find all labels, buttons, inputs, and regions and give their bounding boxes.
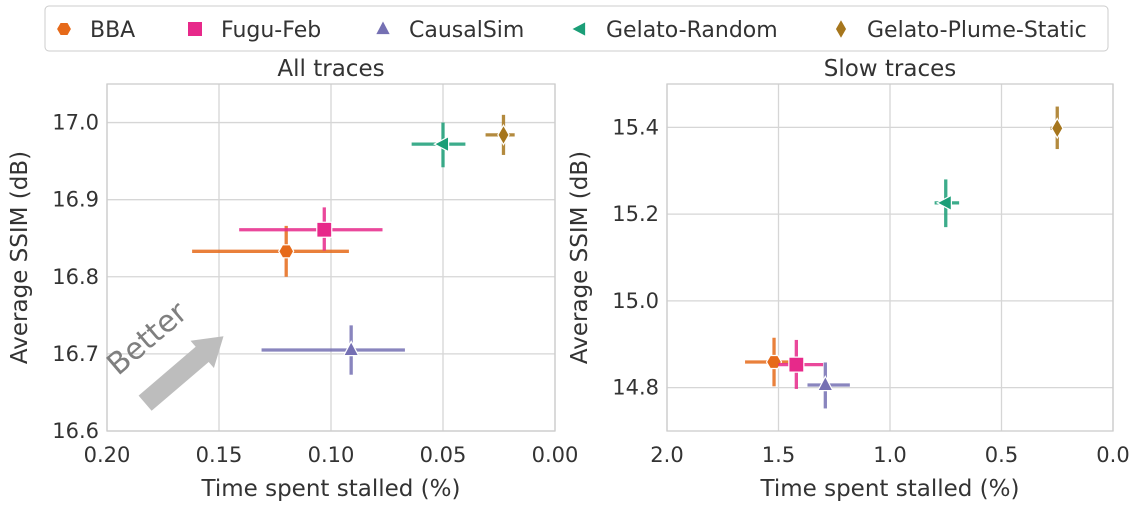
x-tick-label: 0.15: [196, 443, 243, 467]
y-tick-label: 17.0: [52, 111, 99, 135]
data-point-gelato-random: [935, 194, 952, 212]
x-tick-label: 1.5: [762, 443, 795, 467]
y-tick-label: 16.8: [52, 265, 99, 289]
legend-label: Gelato-Random: [606, 18, 778, 43]
x-tick-label: 1.0: [873, 443, 906, 467]
legend-item-causalsim: CausalSim: [374, 18, 524, 43]
data-point-bba: [278, 244, 295, 259]
series-bba: [192, 225, 349, 277]
data-point-bba: [765, 354, 783, 370]
series-gelato-plume-static: [485, 114, 515, 155]
legend-item-fugu-feb: Fugu-Feb: [187, 18, 321, 43]
y-tick-label: 15.0: [612, 289, 659, 313]
y-tick-label: 14.8: [612, 376, 659, 400]
legend: BBA Fugu-Feb CausalSim Gelato-Random Gelato-…: [44, 5, 1109, 52]
legend-label: Gelato-Plume-Static: [867, 18, 1087, 43]
panel-slow-traces: 2.0 1.5 1.0 0.5 0.0 14.8 15.0 15.2 15.4 Slow trac…: [567, 56, 1130, 502]
legend-item-bba: BBA: [55, 18, 135, 43]
legend-label: Fugu-Feb: [221, 18, 321, 43]
series-fugu-feb: [778, 339, 824, 389]
y-tick-label: 15.2: [612, 202, 659, 226]
legend-item-gelato-plume-static: Gelato-Plume-Static: [834, 18, 1087, 43]
series-bba: [745, 337, 790, 387]
y-axis-label: Average SSIM (dB): [567, 151, 593, 364]
legend-marker-fugu-feb: [187, 21, 203, 37]
data-point-gelato-random: [433, 135, 450, 153]
x-tick-label: 0.5: [985, 443, 1018, 467]
series-gelato-plume-static: [1050, 106, 1064, 150]
legend-marker-gelato-plume-static: [834, 18, 848, 40]
legend-marker-causalsim: [374, 19, 392, 36]
plot-frame: [666, 83, 1114, 432]
legend-marker-gelato-random: [570, 20, 587, 38]
y-tick-label: 15.4: [612, 115, 659, 139]
x-axis-label: Time spent stalled (%): [201, 476, 461, 502]
y-axis-label: Average SSIM (dB): [7, 151, 33, 364]
data-point-fugu-feb: [316, 221, 333, 238]
data-point-gelato-plume-static: [1050, 117, 1064, 140]
plot-frame: [106, 83, 556, 432]
legend-item-gelato-random: Gelato-Random: [570, 18, 778, 43]
data-point-gelato-plume-static: [497, 123, 510, 146]
panel-all-traces: 0.20 0.15 0.10 0.05 0.00 16.6 16.7 16.8 16.9 17.0…: [7, 56, 578, 502]
legend-label: BBA: [90, 18, 135, 43]
x-tick-label: 0.05: [420, 443, 467, 467]
series-fugu-feb: [239, 207, 383, 251]
series-gelato-random: [934, 179, 960, 228]
panel-title: All traces: [277, 56, 384, 82]
x-tick-label: 2.0: [650, 443, 683, 467]
x-tick-label: 0.10: [308, 443, 355, 467]
legend-marker-bba: [55, 22, 73, 36]
x-axis-label: Time spent stalled (%): [760, 476, 1020, 502]
legend-label: CausalSim: [409, 18, 524, 43]
x-tick-label: 0.20: [84, 443, 131, 467]
panel-title: Slow traces: [824, 56, 957, 82]
y-tick-label: 16.9: [52, 188, 99, 212]
y-tick-label: 16.6: [52, 419, 99, 443]
better-arrow: [138, 336, 224, 411]
x-tick-label: 0.00: [532, 443, 579, 467]
data-point-causalsim: [816, 375, 834, 392]
series-gelato-random: [411, 122, 466, 168]
data-point-causalsim: [342, 340, 360, 357]
y-tick-label: 16.7: [52, 342, 99, 366]
series-causalsim: [261, 325, 405, 375]
data-point-fugu-feb: [788, 356, 805, 373]
series-causalsim: [807, 362, 850, 409]
x-tick-label: 0.0: [1096, 443, 1129, 467]
